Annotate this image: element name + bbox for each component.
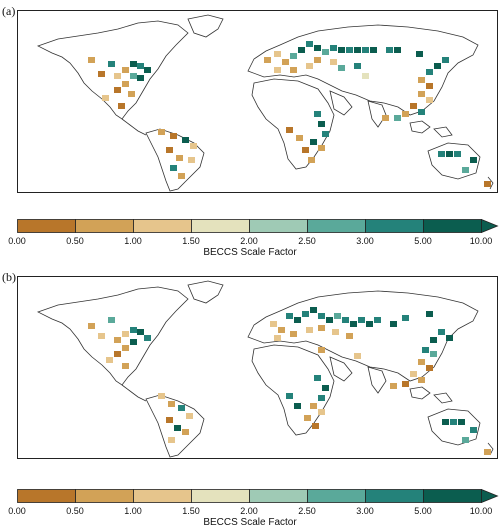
colorbar-segment — [365, 219, 424, 233]
colorbar-tick-label: 0.00 — [8, 506, 26, 516]
colorbar-b — [17, 489, 500, 503]
colorbar-tick-label: 2.50 — [298, 506, 316, 516]
colorbar-extension-arrow — [481, 489, 499, 503]
colorbar-b-title: BECCS Scale Factor — [203, 517, 297, 528]
map-panel-b — [17, 276, 498, 459]
colorbar-segment — [249, 219, 308, 233]
colorbar-segment — [17, 489, 76, 503]
colorbar-a-svg — [17, 219, 499, 233]
colorbar-tick-label: 1.50 — [182, 236, 200, 246]
colorbar-tick-label: 0.00 — [8, 236, 26, 246]
colorbar-tick-label: 3.00 — [356, 236, 374, 246]
colorbar-segment — [17, 219, 76, 233]
colorbar-b-ticks: 0.00 0.50 1.00 1.50 2.00 2.50 3.00 5.00 10.00 — [0, 506, 500, 518]
map-a-svg — [36, 14, 494, 192]
colorbar-segment — [191, 489, 250, 503]
colorbar-tick-label: 1.00 — [124, 506, 142, 516]
coastlines-a — [36, 14, 494, 192]
colorbar-extension-arrow — [481, 219, 499, 233]
colorbar-segment — [249, 489, 308, 503]
grid-cells-a — [88, 41, 491, 187]
colorbar-tick-label: 10.00 — [469, 236, 493, 246]
colorbar-segment — [423, 489, 482, 503]
colorbar-segment — [307, 489, 366, 503]
coastlines-b — [36, 280, 494, 458]
colorbar-tick-label: 3.00 — [356, 506, 374, 516]
colorbar-a-ticks: 0.00 0.50 1.00 1.50 2.00 2.50 3.00 5.00 10.00 — [0, 236, 500, 248]
colorbar-tick-label: 2.00 — [240, 236, 258, 246]
colorbar-tick-label: 10.00 — [469, 506, 493, 516]
colorbar-a — [17, 219, 500, 233]
colorbar-tick-label: 0.50 — [66, 236, 84, 246]
panel-b-label: (b) — [2, 270, 16, 284]
colorbar-tick-label: 1.50 — [182, 506, 200, 516]
colorbar-tick-label: 5.00 — [414, 506, 432, 516]
map-panel-a — [17, 10, 498, 193]
colorbar-tick-label: 1.00 — [124, 236, 142, 246]
grid-cells-b — [88, 307, 491, 455]
colorbar-tick-label: 2.50 — [298, 236, 316, 246]
colorbar-segment — [307, 219, 366, 233]
colorbar-tick-label: 2.00 — [240, 506, 258, 516]
colorbar-tick-label: 0.50 — [66, 506, 84, 516]
colorbar-b-svg — [17, 489, 499, 503]
colorbar-tick-label: 5.00 — [414, 236, 432, 246]
colorbar-segment — [133, 219, 192, 233]
map-b-svg — [36, 280, 494, 458]
colorbar-segment — [365, 489, 424, 503]
colorbar-segment — [133, 489, 192, 503]
colorbar-a-title: BECCS Scale Factor — [203, 247, 297, 258]
colorbar-segment — [75, 489, 134, 503]
colorbar-segment — [75, 219, 134, 233]
colorbar-segment — [191, 219, 250, 233]
panel-a-label: (a) — [2, 4, 16, 18]
colorbar-segment — [423, 219, 482, 233]
